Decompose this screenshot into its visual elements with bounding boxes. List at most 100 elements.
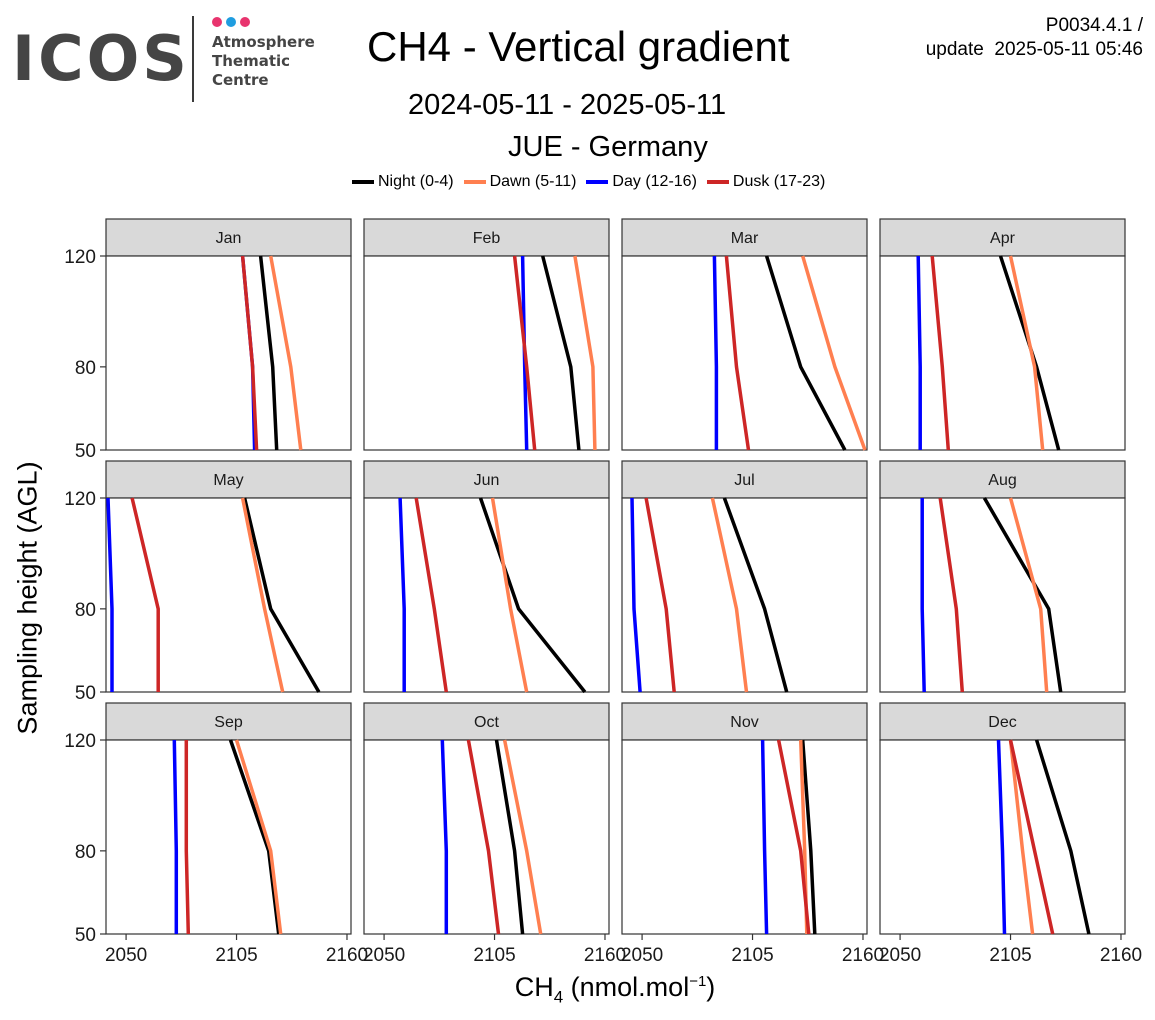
y-tick-label: 120: [64, 731, 96, 752]
facet-strip: [621, 460, 868, 499]
facet-strip: [879, 702, 1126, 741]
legend-label: Dusk (17-23): [732, 173, 826, 190]
legend-swatch: [352, 180, 374, 184]
legend-label: Night (0-4): [378, 173, 454, 190]
facet-strip: [363, 218, 610, 257]
series-line: [1008, 497, 1049, 693]
series-line: [541, 255, 581, 451]
logo-line-1: Atmosphere: [212, 33, 315, 51]
x-tick-label: 2105: [731, 945, 773, 966]
legend-item: Night (0-4): [352, 173, 454, 191]
series-line: [760, 739, 769, 935]
facet-strip: [879, 460, 1126, 499]
y-tick-label: 120: [64, 247, 96, 268]
series-line: [996, 739, 1007, 935]
series-line: [268, 255, 303, 451]
panel-frame: [621, 739, 868, 935]
x-label-unit-close: ): [706, 972, 716, 1002]
panel-frame: [363, 255, 610, 451]
y-tick-label: 50: [75, 925, 96, 946]
panel-frame: [105, 255, 352, 451]
logo-dot: [226, 17, 236, 27]
x-tick-label: 2050: [879, 945, 921, 966]
y-axis-label: Sampling height (AGL): [12, 461, 43, 735]
series-line: [1008, 739, 1055, 935]
x-tick-label: 2105: [215, 945, 257, 966]
update-timestamp: update 2025-05-11 05:46: [925, 39, 1143, 60]
x-tick-label: 2160: [584, 945, 626, 966]
legend-label: Dawn (5-11): [489, 173, 577, 190]
legend-item: Dusk (17-23): [706, 173, 826, 191]
series-line: [478, 497, 587, 694]
series-line: [240, 497, 285, 693]
x-tick-label: 2050: [363, 945, 405, 966]
y-tick-label: 120: [64, 489, 96, 510]
legend-item: Day (12-16): [586, 173, 697, 191]
chart-title: CH4 - Vertical gradient: [367, 23, 790, 70]
series-line: [776, 739, 811, 935]
facet-strip-label: May: [213, 472, 243, 489]
panel-frame: [879, 255, 1126, 451]
series-line: [630, 497, 642, 693]
x-tick-label: 2050: [105, 945, 147, 966]
station-name: JUE - Germany: [508, 131, 708, 163]
series-line: [800, 739, 817, 935]
facet-strip-label: Mar: [731, 230, 759, 247]
series-line: [414, 497, 449, 693]
series-line: [494, 739, 525, 935]
x-tick-label: 2160: [1100, 945, 1142, 966]
logo-dot: [212, 17, 222, 27]
facet-strip: [621, 218, 868, 257]
facet-strip: [105, 702, 352, 741]
series-line: [520, 255, 529, 451]
legend-item: Dawn (5-11): [463, 173, 577, 191]
series-line: [982, 497, 1063, 693]
x-tick-label: 2160: [842, 945, 884, 966]
series-line: [172, 739, 179, 934]
y-tick-label: 80: [75, 600, 96, 621]
legend-swatch: [586, 180, 609, 184]
series-line: [644, 497, 676, 693]
x-label-sup: −1: [689, 973, 707, 990]
series-line: [998, 255, 1061, 451]
series-line: [398, 497, 406, 692]
series-line: [573, 255, 597, 451]
series-line: [184, 740, 191, 935]
series-line: [1034, 739, 1091, 935]
panel-frame: [105, 497, 352, 693]
series-line: [938, 497, 965, 693]
logo-line-2: Thematic: [212, 52, 291, 70]
series-line: [801, 255, 867, 451]
facet-strip-label: Jul: [734, 472, 754, 489]
y-tick-label: 80: [75, 842, 96, 863]
x-label-unit: (nmol.mol: [563, 972, 690, 1002]
facet-strip-label: Dec: [988, 714, 1016, 731]
facet-strip-label: Oct: [474, 714, 499, 731]
legend-swatch: [706, 180, 729, 184]
series-line: [466, 739, 501, 935]
facet-strip-label: Jan: [216, 230, 242, 247]
x-label-sub: 4: [553, 987, 564, 1007]
x-label-base: CH: [514, 972, 554, 1002]
series-line: [710, 497, 749, 693]
logo-wordmark: ICOS: [12, 22, 190, 95]
icos-logo: ICOS Atmosphere Thematic Centre: [12, 14, 322, 106]
x-tick-label: 2050: [621, 945, 663, 966]
series-line: [490, 497, 529, 693]
series-line: [712, 255, 719, 450]
y-tick-label: 80: [75, 358, 96, 379]
series-line: [440, 739, 449, 934]
series-line: [1008, 255, 1045, 451]
logo-dot: [240, 17, 250, 27]
facet-strip: [105, 218, 352, 257]
facet-strip-label: Apr: [990, 230, 1016, 247]
series-line: [724, 255, 751, 451]
series-line: [764, 255, 847, 451]
facet-strip-label: Nov: [730, 714, 758, 731]
logo-divider: [192, 16, 194, 102]
series-line: [240, 255, 259, 451]
series-line: [722, 497, 789, 693]
x-tick-label: 2160: [326, 945, 368, 966]
series-line: [916, 255, 922, 450]
legend: Night (0-4) Dawn (5-11) Day (12-16) Dusk…: [352, 172, 835, 192]
